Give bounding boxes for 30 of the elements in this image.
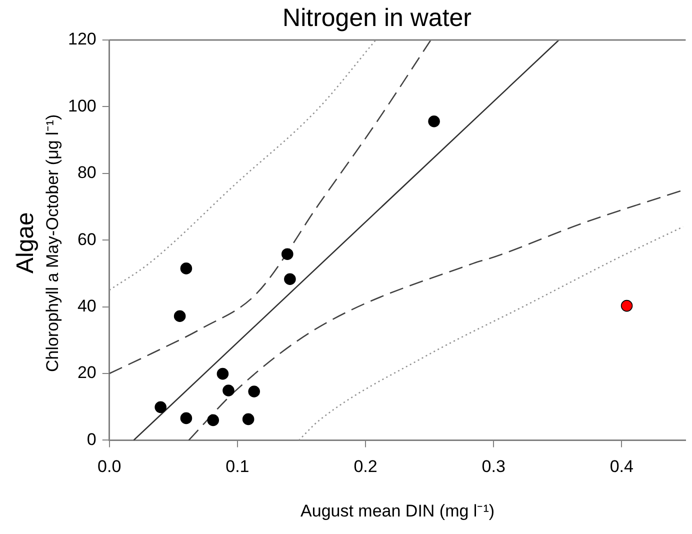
point: [248, 386, 260, 398]
point: [154, 401, 166, 414]
line-series: [109, 40, 376, 291]
point: [180, 412, 192, 424]
y-tick-label: 100: [68, 96, 96, 116]
point: [428, 115, 440, 128]
x-tick-label: 0.2: [354, 457, 378, 476]
y-tick-label: 60: [77, 230, 96, 249]
point: [242, 413, 254, 426]
y-axis-title: Algae Chlorophyll a May-October (μg l⁻¹): [12, 114, 63, 372]
y-tick-label: 80: [77, 163, 96, 182]
y-tick-label: 120: [68, 30, 96, 49]
point: [174, 310, 186, 322]
line-series: [109, 40, 432, 374]
point: [207, 414, 220, 426]
x-axis-title: August mean DIN (mg l⁻¹): [300, 501, 495, 520]
x-tick-label: 0.3: [482, 457, 506, 476]
x-tick-label: 0.0: [98, 457, 122, 476]
x-tick-label: 0.1: [226, 457, 250, 476]
chart-title: Nitrogen in water: [282, 4, 472, 32]
point: [284, 273, 296, 286]
point: [620, 300, 633, 312]
point: [222, 384, 234, 396]
point: [281, 248, 294, 260]
y-tick-label: 40: [77, 296, 96, 316]
y-tick-label: 0: [86, 430, 96, 449]
point: [216, 368, 229, 380]
y-tick-label: 20: [77, 363, 96, 382]
x-tick-label: 0.4: [610, 457, 634, 476]
point: [180, 262, 192, 274]
